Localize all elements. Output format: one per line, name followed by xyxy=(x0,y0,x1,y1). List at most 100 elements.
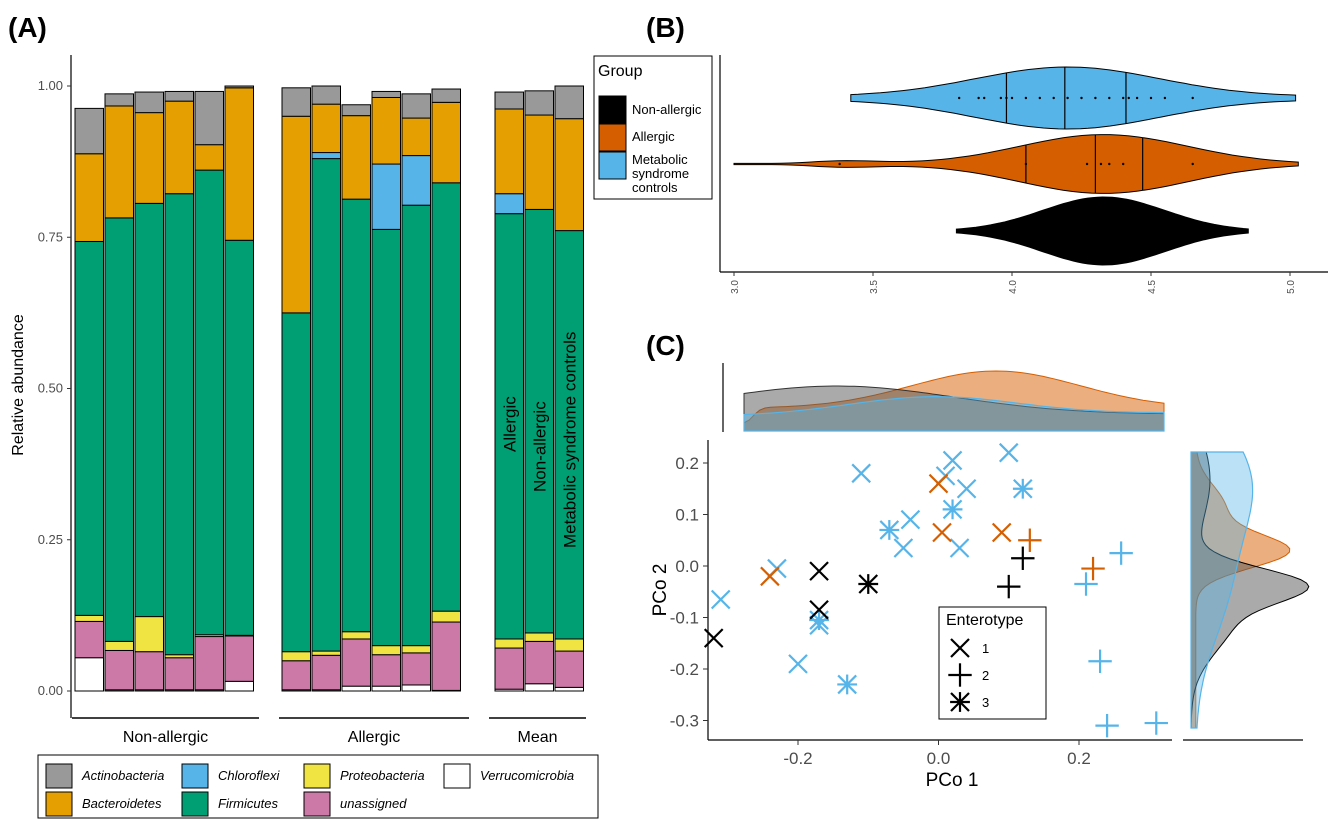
enterotype-legend-label: 1 xyxy=(982,641,989,656)
group-label: Mean xyxy=(517,729,557,746)
group-legend-label-line: controls xyxy=(632,180,678,195)
group-legend-label-line: syndrome xyxy=(632,166,689,181)
bar-segment-actinobacteria xyxy=(281,87,311,117)
bar-segment-unassigned xyxy=(554,650,584,688)
bar-segment-bacteroidetes xyxy=(494,108,524,195)
legend-swatch-proteobacteria xyxy=(303,763,331,789)
bar-segment-bacteroidetes xyxy=(104,105,134,219)
marker-stroke xyxy=(942,450,963,471)
marker-stroke xyxy=(809,599,829,620)
marker-stroke xyxy=(788,654,808,674)
point-metabolic-enterotype-2 xyxy=(1074,572,1098,596)
point-metabolic-enterotype-1 xyxy=(956,478,977,499)
bar-segment-actinobacteria xyxy=(341,104,371,117)
y-axis-title: Relative abundance xyxy=(10,314,27,456)
group-legend-swatch xyxy=(598,151,627,180)
violin-allergic xyxy=(733,134,1299,194)
y-tick-label: 0.1 xyxy=(675,506,699,525)
bar-segment-bacteroidetes xyxy=(311,103,341,154)
data-point xyxy=(983,96,986,100)
top-density xyxy=(743,370,1165,432)
bar-segment-proteobacteria xyxy=(341,631,371,640)
data-point xyxy=(1052,96,1055,100)
panel-b-violin: Group Non-allergic Allergic Metabolicsyndr… xyxy=(593,55,1328,294)
bar-segment-actinobacteria xyxy=(311,85,341,105)
bar-segment-firmicutes xyxy=(194,169,224,636)
bar-segment-actinobacteria xyxy=(164,90,194,102)
bar-segment-chloroflexi xyxy=(494,193,524,215)
bar-segment-proteobacteria xyxy=(524,632,554,642)
x-tick-label: 0.0 xyxy=(927,749,951,768)
bar-segment-proteobacteria xyxy=(371,645,401,656)
bar-segment-firmicutes xyxy=(401,204,431,647)
bar-segment-unassigned xyxy=(341,638,371,687)
y-tick-label: 0.2 xyxy=(675,454,699,473)
bar-segment-actinobacteria xyxy=(224,85,254,89)
bar-segment-proteobacteria xyxy=(554,638,584,652)
panel-a-bar-chart: 0.000.250.500.751.00 Relative abundance … xyxy=(10,55,599,819)
marker-stroke xyxy=(956,478,977,499)
marker-stroke xyxy=(703,628,724,648)
bar-segment-unassigned xyxy=(74,620,104,659)
point-nonallergic-enterotype-2 xyxy=(997,574,1021,599)
legend-swatch-actinobacteria xyxy=(45,763,73,789)
bar-segment-firmicutes xyxy=(554,230,584,640)
bar-segment-actinobacteria xyxy=(134,91,164,114)
bar-segment-unassigned xyxy=(494,647,524,690)
point-metabolic-enterotype-2 xyxy=(1095,713,1119,738)
bar-segment-proteobacteria xyxy=(494,638,524,649)
bar-segment-firmicutes xyxy=(104,217,134,642)
bar-segment-proteobacteria xyxy=(74,614,104,622)
data-point xyxy=(1085,162,1089,166)
point-metabolic-enterotype-1 xyxy=(851,463,872,484)
data-point xyxy=(1191,162,1194,166)
density-nonallergic-right xyxy=(1190,451,1310,729)
bar-segment-actinobacteria xyxy=(524,90,554,116)
data-point xyxy=(999,96,1003,100)
bar-segment-bacteroidetes xyxy=(371,96,401,165)
mean-bar-label: Non-allergic xyxy=(530,401,549,492)
enterotype-legend-label: 2 xyxy=(982,668,989,683)
point-allergic-enterotype-1 xyxy=(991,522,1012,543)
violin-metabolic xyxy=(850,66,1297,130)
bar-segment-actinobacteria xyxy=(554,85,584,120)
marker-stroke xyxy=(991,522,1012,543)
x-tick-label: -0.2 xyxy=(783,749,812,768)
bar-segment-actinobacteria xyxy=(401,93,431,119)
bar-segment-unassigned xyxy=(311,654,341,691)
group-legend-title: Group xyxy=(598,63,643,80)
bar-segment-unassigned xyxy=(524,640,554,685)
data-point xyxy=(1038,96,1042,100)
x-tick-label: 4.5 xyxy=(1147,280,1158,294)
x-tick-label: 3.5 xyxy=(869,280,880,294)
data-point xyxy=(1163,96,1167,100)
y-tick-label: -0.3 xyxy=(670,712,699,731)
violin-nonallergic xyxy=(955,196,1249,266)
phylum-legend: Actinobacteria Chloroflexi Proteobacteria V… xyxy=(45,763,574,817)
marker-stroke xyxy=(950,638,970,658)
marker-stroke xyxy=(710,589,731,610)
bar-segment-verrucomicrobia xyxy=(74,657,104,692)
bar-segment-firmicutes xyxy=(224,239,254,636)
bar-segment-unassigned xyxy=(431,621,461,691)
data-point xyxy=(1108,96,1111,100)
panel-a-label: (A) xyxy=(8,12,47,43)
bar-segment-proteobacteria xyxy=(431,610,461,623)
point-nonallergic-enterotype-3 xyxy=(858,574,879,594)
bar-segment-unassigned xyxy=(401,652,431,686)
bar-segment-proteobacteria xyxy=(281,651,311,662)
point-metabolic-enterotype-1 xyxy=(900,509,921,530)
point-metabolic-enterotype-1 xyxy=(998,442,1019,463)
marker-stroke xyxy=(928,473,949,494)
point-metabolic-enterotype-3 xyxy=(879,520,900,540)
data-point xyxy=(1094,96,1097,100)
data-point xyxy=(1024,162,1028,166)
bar-segment-bacteroidetes xyxy=(341,115,371,200)
mean-bar-label: Metabolic syndrome controls xyxy=(560,332,579,548)
c-ticks: -0.2 0.0 0.2 0.2 0.1 0.0 -0.1 -0.2 -0.3 xyxy=(670,454,1091,768)
y-tick-label: 0.50 xyxy=(38,381,63,396)
legend-label-bacteroidetes: Bacteroidetes xyxy=(82,796,162,811)
panel-c-pcoa: -0.2 0.0 0.2 0.2 0.1 0.0 -0.1 -0.2 -0.3 PCo 1 PC… xyxy=(650,363,1310,791)
point-allergic-enterotype-1 xyxy=(928,473,949,494)
point-metabolic-enterotype-2 xyxy=(1109,541,1133,565)
